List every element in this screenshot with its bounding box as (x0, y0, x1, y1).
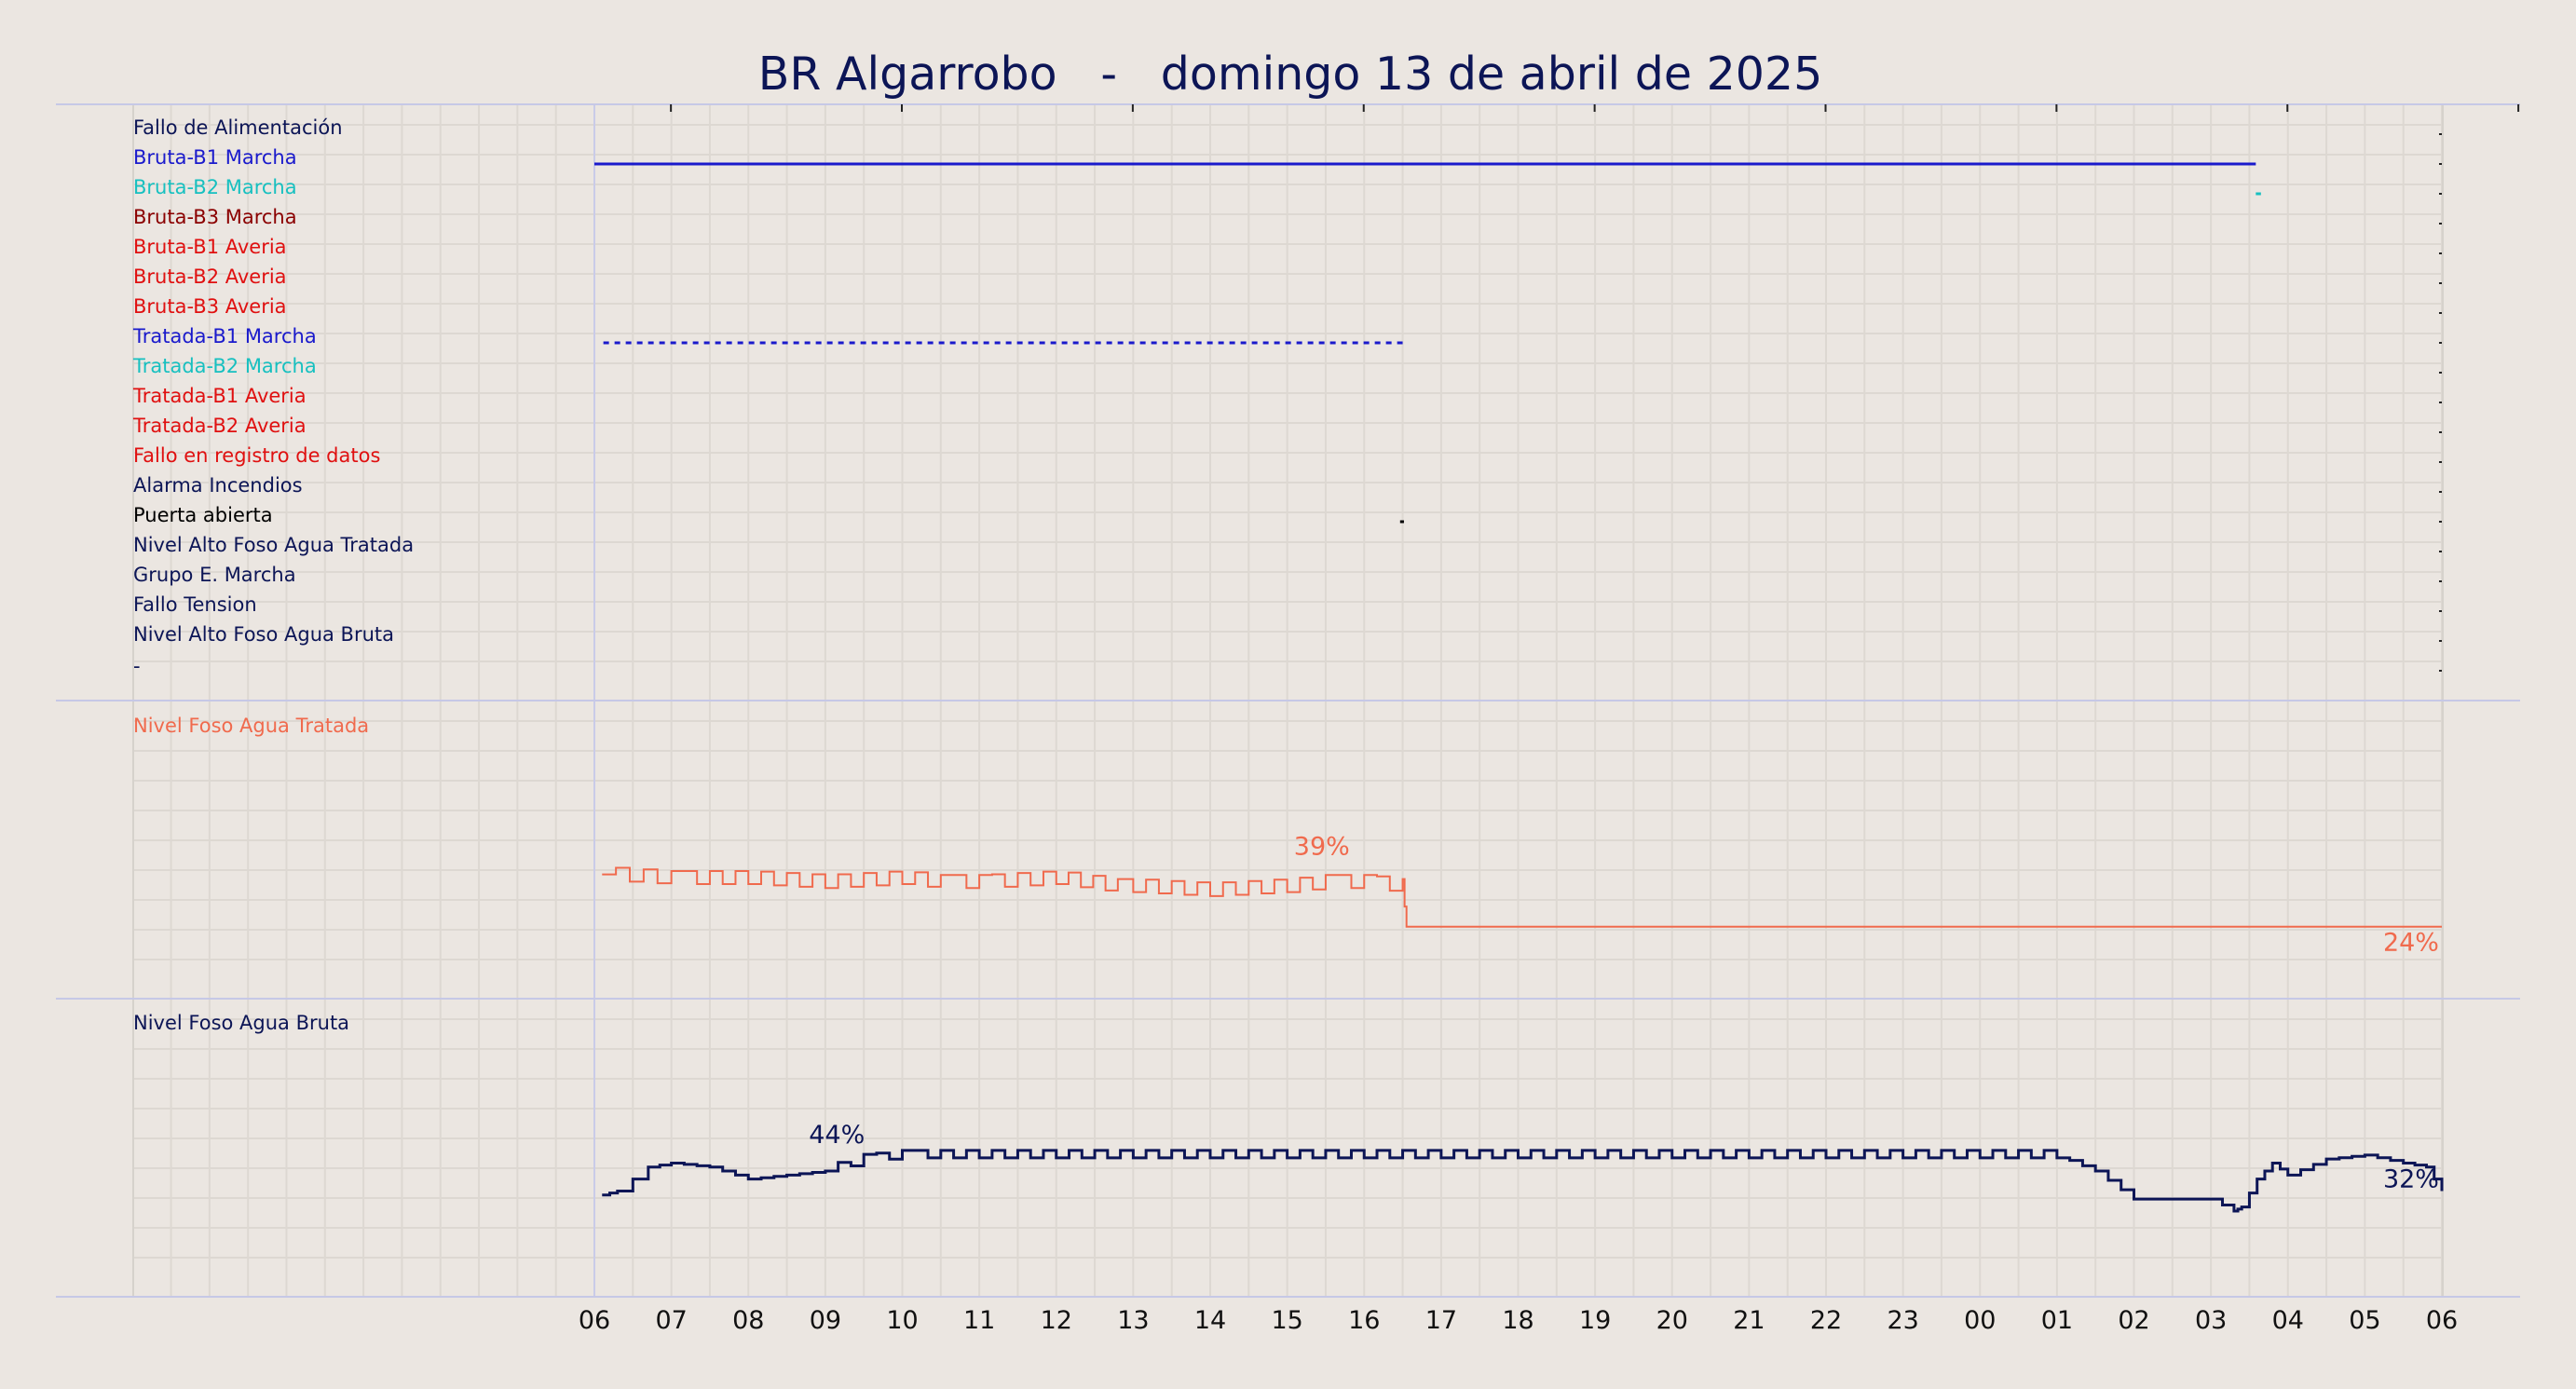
series-line (602, 1149, 2444, 1213)
x-tick-label: 03 (2195, 1306, 2227, 1335)
x-tick-label: 23 (1887, 1306, 1918, 1335)
signal-label: Nivel Alto Foso Agua Bruta (133, 623, 394, 646)
signal-label: Grupo E. Marcha (133, 564, 296, 586)
x-tick-label: 12 (1041, 1306, 1072, 1335)
x-tick-label: 18 (1502, 1306, 1533, 1335)
analog-series: 39% 24% 44% 32% (602, 832, 2444, 1213)
x-tick-label: 17 (1425, 1306, 1457, 1335)
panel-frames (56, 103, 2520, 1298)
x-tick-label: 13 (1117, 1306, 1149, 1335)
signal-label: Bruta-B3 Marcha (133, 206, 297, 228)
x-tick-label: 14 (1194, 1306, 1226, 1335)
digital-signal-bars (594, 162, 2261, 524)
series-annotation: 24% (2383, 929, 2439, 958)
x-tick-label: 15 (1271, 1306, 1302, 1335)
x-tick-label: 21 (1733, 1306, 1765, 1335)
signal-label: Bruta-B1 Averia (133, 236, 287, 258)
x-tick-label: 00 (1964, 1306, 1996, 1335)
signal-label: Nivel Alto Foso Agua Tratada (133, 534, 414, 556)
signal-label: Fallo de Alimentación (133, 116, 343, 139)
x-tick-label: 08 (732, 1306, 764, 1335)
x-tick-label: 20 (1656, 1306, 1688, 1335)
x-tick-label: 10 (886, 1306, 918, 1335)
series-annotation: 32% (2383, 1164, 2439, 1193)
signal-label: Fallo Tension (133, 593, 257, 616)
signal-label: Alarma Incendios (133, 474, 303, 497)
signal-label: Bruta-B2 Marcha (133, 176, 297, 198)
x-tick-label: 02 (2118, 1306, 2149, 1335)
x-tick-label: 05 (2349, 1306, 2380, 1335)
signal-label: Puerta abierta (133, 504, 273, 526)
signal-label: Tratada-B2 Averia (132, 415, 307, 437)
x-tick-label: 19 (1579, 1306, 1611, 1335)
signal-label: Fallo en registro de datos (133, 444, 380, 467)
series-annotation: 44% (809, 1121, 865, 1150)
signal-label: Bruta-B1 Marcha (133, 146, 297, 169)
x-tick-label: 16 (1348, 1306, 1380, 1335)
x-tick-label: 01 (2041, 1306, 2073, 1335)
x-tick-label: 06 (2426, 1306, 2458, 1335)
series-label: Nivel Foso Agua Bruta (133, 1012, 349, 1034)
signal-label: Tratada-B1 Averia (132, 385, 307, 407)
series-label: Nivel Foso Agua Tratada (133, 715, 369, 737)
signal-label: Tratada-B2 Marcha (132, 355, 317, 377)
x-tick-label: 09 (810, 1306, 841, 1335)
x-tick-label: 22 (1810, 1306, 1842, 1335)
x-tick-label: 04 (2272, 1306, 2304, 1335)
x-tick-label: 11 (963, 1306, 995, 1335)
x-tick-label: 06 (579, 1306, 610, 1335)
signal-label: Bruta-B3 Averia (133, 295, 287, 318)
signal-label: Tratada-B1 Marcha (132, 325, 317, 347)
signal-label: Bruta-B2 Averia (133, 266, 287, 288)
chart-title: BR Algarrobo - domingo 13 de abril de 20… (758, 48, 1823, 101)
series-annotation: 39% (1294, 832, 1350, 861)
x-tick-label: 07 (655, 1306, 687, 1335)
x-axis-ticks: 06 07 08 09 10 11 12 13 14 15 16 17 18 19 20 21 22 23 00 01… (579, 1306, 2458, 1335)
blank-row-marker: - (133, 655, 141, 677)
digital-signal-labels: Fallo de Alimentación Bruta-B1 Marcha Brut… (132, 116, 414, 1034)
series-line (602, 866, 2442, 928)
